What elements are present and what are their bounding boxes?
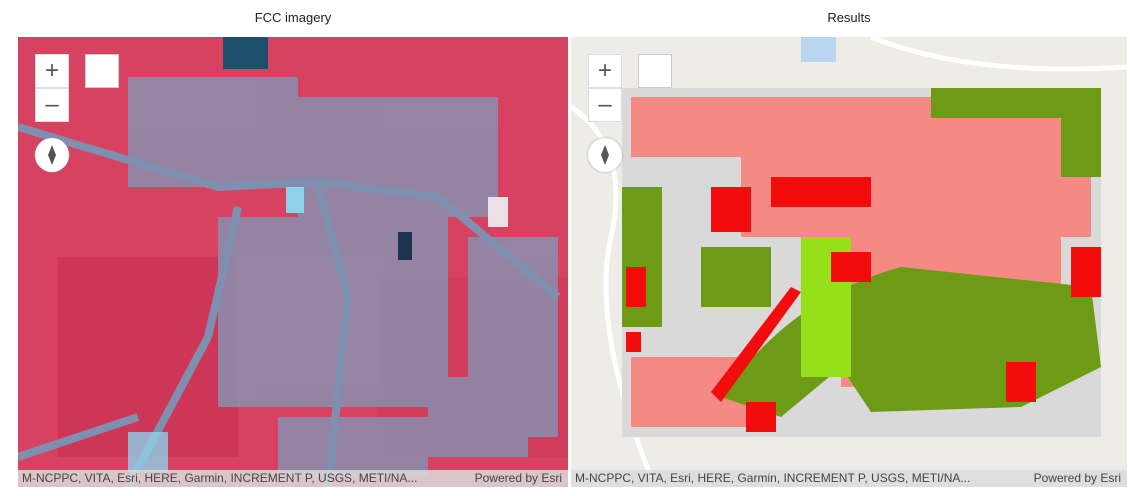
- attribution: M-NCPPC, VITA, Esri, HERE, Garmin, INCRE…: [22, 471, 418, 485]
- attribution: M-NCPPC, VITA, Esri, HERE, Garmin, INCRE…: [575, 471, 971, 485]
- attribution-bar: M-NCPPC, VITA, Esri, HERE, Garmin, INCRE…: [18, 470, 568, 487]
- zoom-in[interactable]: +: [35, 54, 69, 88]
- results-map[interactable]: + – M-NCPPC, VITA, Esri, HERE, Garmin, I…: [571, 37, 1127, 487]
- powered-by[interactable]: Powered by Esri: [474, 471, 562, 485]
- panel-title: FCC imagery: [254, 10, 332, 25]
- compass[interactable]: [35, 138, 69, 172]
- imagery-map[interactable]: + – M-NCPPC, VITA, Esri, HERE, Garmin, I…: [18, 37, 568, 487]
- panel-title: Results: [827, 10, 871, 25]
- swap-button[interactable]: [638, 54, 672, 88]
- zoom-in[interactable]: +: [588, 54, 622, 88]
- zoom-out[interactable]: –: [588, 88, 622, 122]
- results: [571, 37, 1127, 487]
- zoom-out[interactable]: –: [35, 88, 69, 122]
- swap-button[interactable]: [85, 54, 119, 88]
- powered-by[interactable]: Powered by Esri: [1033, 471, 1121, 485]
- imagery: [18, 37, 568, 487]
- compass[interactable]: [588, 138, 622, 172]
- attribution-bar: M-NCPPC, VITA, Esri, HERE, Garmin, INCRE…: [571, 470, 1127, 487]
